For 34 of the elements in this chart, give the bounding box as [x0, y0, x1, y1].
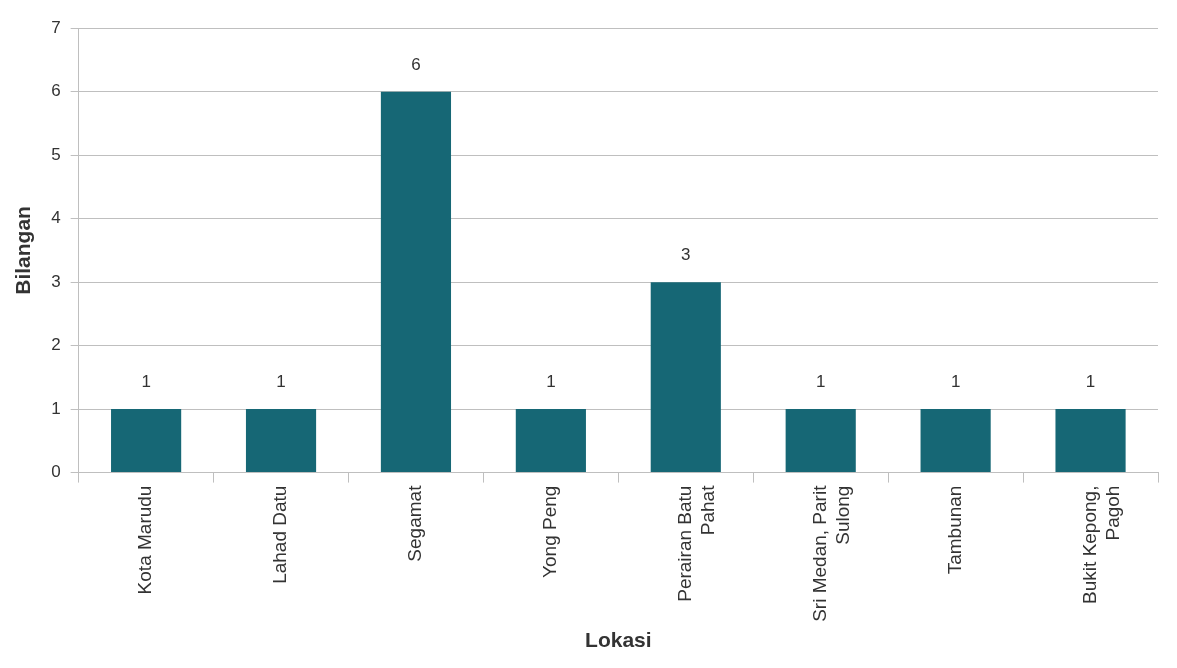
bar	[515, 409, 586, 473]
x-tick-label: Yong Peng	[539, 485, 561, 578]
y-axis-title: Bilangan	[11, 206, 35, 295]
data-label: 1	[546, 372, 556, 392]
x-tick-label: Tambunan	[943, 485, 965, 575]
y-tick-label: 1	[51, 398, 61, 418]
x-tick-label: Kota Marudu	[134, 485, 156, 595]
bar	[380, 91, 452, 473]
x-tick-label: Lahad Datu	[269, 485, 291, 584]
bar	[111, 409, 182, 473]
x-axis-title: Lokasi	[585, 628, 652, 652]
y-tick-label: 7	[51, 17, 61, 37]
data-label: 1	[276, 372, 286, 392]
bar	[785, 409, 856, 473]
x-tick-label: Bukit Kepong, Pagoh	[1078, 485, 1123, 604]
y-tick-label: 0	[51, 462, 61, 482]
bar	[1055, 409, 1126, 473]
x-tick-label: Perairan Batu Pahat	[674, 484, 718, 602]
bar	[650, 282, 721, 473]
bar	[920, 409, 991, 473]
data-label: 1	[950, 372, 961, 392]
data-label: 1	[815, 372, 826, 392]
y-tick-label: 6	[51, 81, 61, 101]
y-tick-label: 2	[51, 335, 61, 355]
data-label: 6	[411, 54, 421, 74]
data-label: 1	[1085, 372, 1096, 392]
data-label: 3	[681, 245, 691, 265]
x-tick-label: Segamat	[404, 484, 426, 562]
data-label: 1	[141, 372, 151, 392]
y-tick-label: 3	[51, 271, 61, 291]
y-tick-label: 5	[51, 144, 61, 164]
y-tick-label: 4	[51, 208, 61, 228]
bar	[245, 409, 317, 473]
x-tick-label: Sri Medan, Parit Sulong	[808, 484, 853, 622]
